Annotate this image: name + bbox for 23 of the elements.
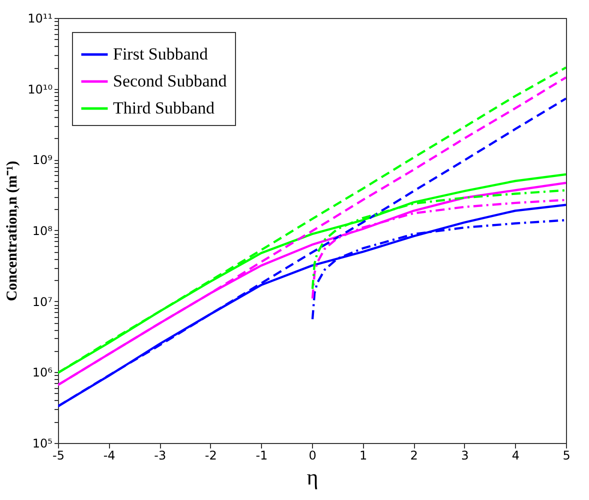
x-tick-label: -4 — [103, 448, 116, 462]
x-tick-label: -2 — [204, 448, 217, 462]
x-axis-title: η — [306, 464, 318, 490]
y-axis-title: Concentration,n (m⁻¹) — [4, 160, 21, 302]
x-tick-label: 0 — [308, 448, 316, 462]
legend-label: First Subband — [113, 44, 208, 64]
legend-label: Second Subband — [113, 72, 228, 90]
legend-label: Third Subband — [113, 98, 216, 118]
x-tick-label: 3 — [461, 448, 469, 462]
y-tick-label: 10⁷ — [32, 294, 53, 309]
y-tick-label: 10⁵ — [32, 436, 53, 450]
y-tick-label: 10⁸ — [32, 224, 53, 238]
x-tick-label: 1 — [359, 448, 368, 462]
y-tick-label: 10⁶ — [32, 366, 53, 380]
y-tick-label: 10¹⁰ — [28, 82, 53, 96]
y-tick-label: 10⁹ — [32, 153, 53, 168]
x-tick-label: -5 — [52, 448, 64, 462]
y-tick-label: 10¹¹ — [28, 12, 53, 26]
x-tick-label: -1 — [256, 448, 268, 462]
x-tick-label: 4 — [512, 448, 520, 462]
x-tick-label: -3 — [154, 448, 166, 462]
x-tick-label: 5 — [562, 448, 570, 462]
x-tick-label: 2 — [410, 448, 418, 462]
